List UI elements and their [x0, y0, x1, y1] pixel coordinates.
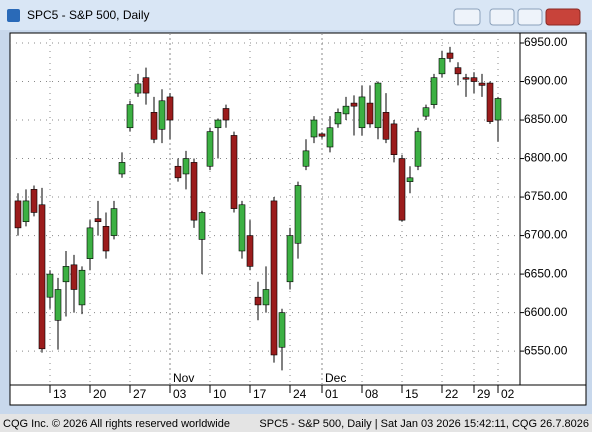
- candle-body: [478, 82, 486, 86]
- candle-body: [302, 150, 310, 167]
- candle-body: [94, 218, 102, 223]
- candle-body: [102, 226, 110, 252]
- month-label: Dec: [325, 371, 346, 385]
- x-tick-label: 20: [93, 387, 107, 401]
- candle-body: [254, 296, 262, 306]
- candle-body: [422, 107, 430, 117]
- candle-body: [390, 123, 398, 155]
- minimize-button[interactable]: [489, 8, 515, 26]
- x-tick-label: 24: [293, 387, 307, 401]
- candle-body: [54, 289, 62, 321]
- candle-body: [206, 131, 214, 167]
- candle-body: [294, 185, 302, 244]
- chart: 6550.00 6600.00 6650.00 6700.00 6750.00 6800.…: [10, 33, 568, 401]
- candle-body: [142, 77, 150, 94]
- app-icon: [7, 9, 20, 22]
- candle-body: [286, 235, 294, 283]
- candle-body: [342, 105, 350, 115]
- y-tick-label: 6950.00: [524, 35, 568, 49]
- candle-body: [30, 189, 38, 213]
- x-tick-label: 02: [501, 387, 515, 401]
- x-tick-label: 08: [365, 387, 379, 401]
- candle-body: [126, 104, 134, 129]
- status-bar: [0, 414, 592, 432]
- footer-left: CQG Inc. © 2026 All rights reserved worl…: [3, 418, 230, 430]
- x-tick-label: 27: [133, 387, 147, 401]
- candle-body: [134, 83, 142, 94]
- candle-body: [150, 112, 158, 140]
- window-title: SPC5 - S&P 500, Daily: [27, 8, 150, 22]
- candle-body: [406, 177, 414, 182]
- x-tick-label: 13: [53, 387, 67, 401]
- candle-body: [374, 82, 382, 129]
- candle-body: [358, 96, 366, 129]
- candle-body: [454, 67, 462, 75]
- candle-body: [278, 312, 286, 348]
- candle-body: [174, 165, 182, 179]
- candle-body: [62, 266, 70, 283]
- candle-body: [414, 131, 422, 167]
- x-tick-label: 01: [325, 387, 339, 401]
- candle-body: [318, 133, 326, 137]
- plot-area: [9, 32, 521, 386]
- candle-body: [350, 102, 358, 107]
- candle-body: [334, 112, 342, 125]
- x-tick-label: 15: [405, 387, 419, 401]
- candle-body: [110, 208, 118, 236]
- x-tick-label: 17: [253, 387, 267, 401]
- candle-body: [182, 158, 190, 175]
- close-button[interactable]: [545, 8, 581, 26]
- candle-body: [398, 158, 406, 221]
- candle-body: [382, 112, 390, 140]
- footer-right: SPC5 - S&P 500, Daily | Sat Jan 03 2026 …: [259, 418, 589, 430]
- candle-body: [230, 135, 238, 209]
- x-tick-label: 29: [477, 387, 491, 401]
- candle-body: [494, 98, 502, 121]
- candle-body: [446, 52, 454, 59]
- link-button[interactable]: [453, 8, 481, 26]
- candle-body: [166, 96, 174, 121]
- y-tick-label: 6550.00: [524, 343, 568, 357]
- x-tick-label: 10: [213, 387, 227, 401]
- candle-body: [238, 204, 246, 252]
- candle-body: [46, 273, 54, 298]
- month-label: Nov: [173, 371, 194, 385]
- candle-body: [270, 200, 278, 356]
- y-tick-label: 6850.00: [524, 112, 568, 126]
- candle-body: [438, 58, 446, 75]
- x-tick-label: 03: [173, 387, 187, 401]
- candle-body: [118, 162, 126, 175]
- y-tick-label: 6800.00: [524, 151, 568, 165]
- candle-body: [246, 235, 254, 267]
- candle-body: [22, 200, 30, 223]
- candle-body: [222, 108, 230, 121]
- candle-body: [14, 200, 22, 229]
- x-tick-label: 22: [445, 387, 459, 401]
- candle-body: [158, 100, 166, 130]
- candle-body: [198, 212, 206, 240]
- candle-body: [86, 227, 94, 259]
- y-tick-label: 6700.00: [524, 228, 568, 242]
- candle-body: [430, 77, 438, 105]
- candle-body: [214, 119, 222, 129]
- candle-body: [38, 204, 46, 350]
- y-tick-label: 6600.00: [524, 305, 568, 319]
- y-tick-label: 6750.00: [524, 189, 568, 203]
- candle-body: [310, 119, 318, 138]
- candle-body: [366, 102, 374, 125]
- y-tick-label: 6900.00: [524, 74, 568, 88]
- candle-body: [78, 269, 86, 306]
- y-tick-label: 6650.00: [524, 266, 568, 280]
- candle-body: [462, 77, 470, 80]
- candle-body: [470, 77, 478, 82]
- candle-body: [190, 162, 198, 221]
- candle-body: [262, 289, 270, 306]
- maximize-button[interactable]: [517, 8, 543, 26]
- candle-body: [486, 82, 494, 122]
- candle-body: [326, 127, 334, 148]
- candle-body: [70, 264, 78, 290]
